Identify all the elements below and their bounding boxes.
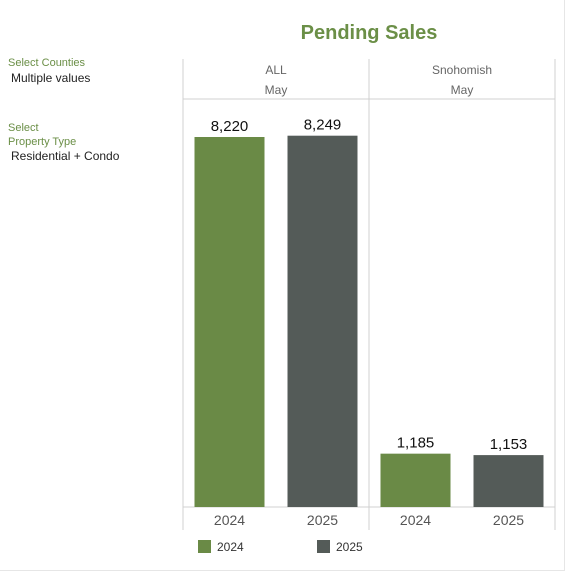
property-type-filter-label-line2: Property Type — [8, 136, 77, 148]
x-tick-label: 2025 — [493, 512, 524, 528]
counties-filter-label: Select Counties — [8, 57, 86, 69]
legend-swatch-2025 — [317, 540, 330, 553]
bar-value-label: 1,153 — [490, 436, 528, 453]
bar-2025 — [473, 455, 544, 507]
panel-month-label: May — [265, 83, 288, 97]
bar-value-label: 8,220 — [211, 118, 249, 135]
counties-filter-value[interactable]: Multiple values — [11, 71, 91, 85]
legend-swatch-2024 — [198, 540, 211, 553]
x-tick-label: 2024 — [400, 512, 431, 528]
bar-2025 — [287, 135, 358, 507]
chart-title: Pending Sales — [300, 22, 438, 44]
bar-2024 — [380, 453, 451, 507]
legend-item-2025[interactable]: 2025 — [317, 540, 363, 554]
bar-value-label: 8,249 — [304, 117, 342, 134]
legend-item-2024[interactable]: 2024 — [198, 540, 244, 554]
panel-region-label: ALL — [265, 63, 287, 77]
panel-region-label: Snohomish — [432, 63, 492, 77]
legend-label-2024: 2024 — [217, 540, 244, 554]
bar-value-label: 1,185 — [397, 435, 435, 452]
bar-2024 — [194, 137, 265, 507]
property-type-filter-value[interactable]: Residential + Condo — [11, 149, 120, 163]
legend-label-2025: 2025 — [336, 540, 363, 554]
panel-month-label: May — [451, 83, 474, 97]
property-type-filter-label-line1: Select — [8, 122, 39, 134]
x-tick-label: 2024 — [214, 512, 245, 528]
x-tick-label: 2025 — [307, 512, 338, 528]
